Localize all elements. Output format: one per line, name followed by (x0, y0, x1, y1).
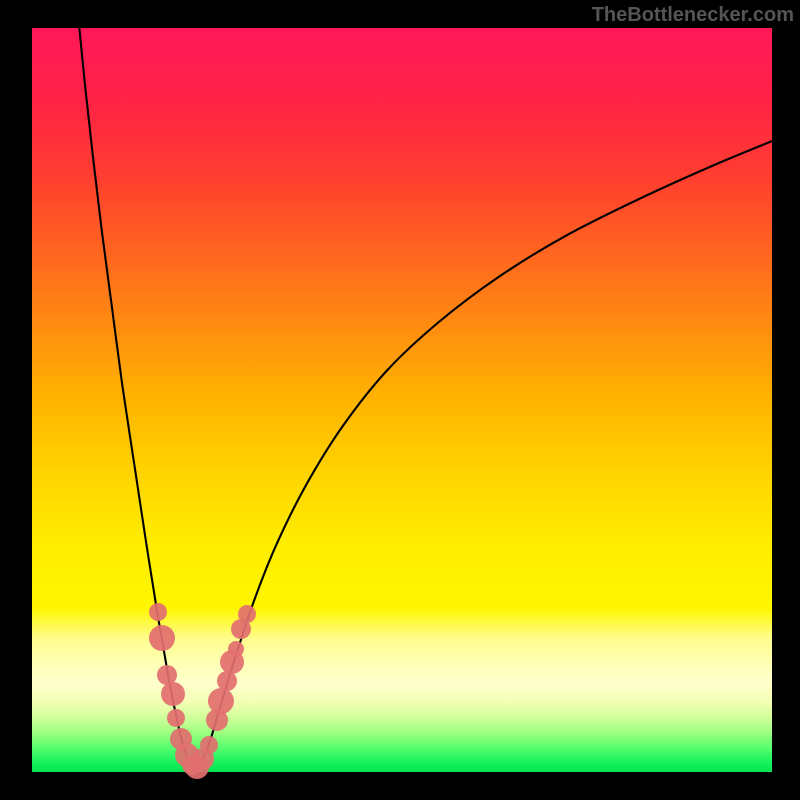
data-marker (149, 603, 167, 621)
data-marker (161, 682, 185, 706)
data-marker (238, 605, 256, 623)
data-marker (208, 688, 234, 714)
data-marker (149, 625, 175, 651)
markers-layer (32, 28, 772, 772)
plot-area (32, 28, 772, 772)
data-marker (200, 736, 218, 754)
data-marker (167, 709, 185, 727)
attribution-text: TheBottlenecker.com (592, 4, 794, 27)
figure-stage: TheBottlenecker.com (0, 0, 800, 800)
data-marker (217, 671, 237, 691)
data-marker (228, 641, 244, 657)
